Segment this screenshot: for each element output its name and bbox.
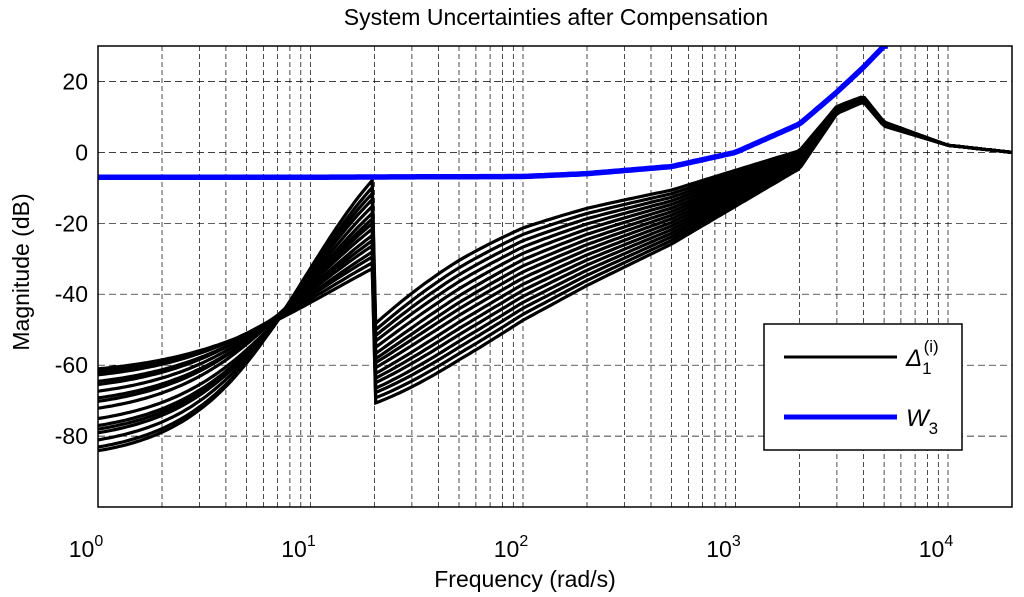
y-tick-label: -80	[55, 423, 88, 449]
w3-curve	[98, 46, 888, 180]
curve-layer	[98, 46, 1012, 453]
y-tick-label: 0	[75, 139, 88, 165]
y-tick-label: -20	[55, 210, 88, 236]
x-ticks: 100 101 102 103 104	[69, 533, 954, 562]
delta-curve	[98, 95, 1012, 453]
legend: Δ1 (i) W3	[763, 323, 963, 451]
legend-box	[763, 323, 963, 451]
x-tick-label: 104	[919, 533, 954, 562]
plot-frame	[97, 45, 1013, 508]
x-tick-label: 101	[281, 533, 316, 562]
x-tick-label: 100	[69, 533, 104, 562]
y-tick-label: -40	[55, 281, 88, 307]
y-tick-label: 20	[62, 69, 88, 95]
legend-delta-superscript: (i)	[924, 337, 939, 356]
y-tick-label: -60	[55, 352, 88, 378]
legend-label-w3: W3	[906, 405, 938, 438]
legend-w3-subscript: 3	[929, 419, 938, 438]
x-axis-label: Frequency (rad/s)	[434, 566, 616, 592]
x-tick-label: 102	[494, 533, 529, 562]
legend-label-delta: Δ1 (i)	[905, 337, 939, 378]
y-axis-label: Magnitude (dB)	[8, 193, 34, 350]
legend-delta-symbol: Δ	[905, 345, 922, 372]
legend-w3-symbol: W	[906, 405, 931, 432]
y-ticks: -80 -60 -40 -20 0 20	[55, 69, 88, 450]
legend-delta-subscript: 1	[922, 359, 931, 378]
chart-title: System Uncertainties after Compensation	[344, 4, 768, 30]
x-tick-label: 103	[706, 533, 741, 562]
